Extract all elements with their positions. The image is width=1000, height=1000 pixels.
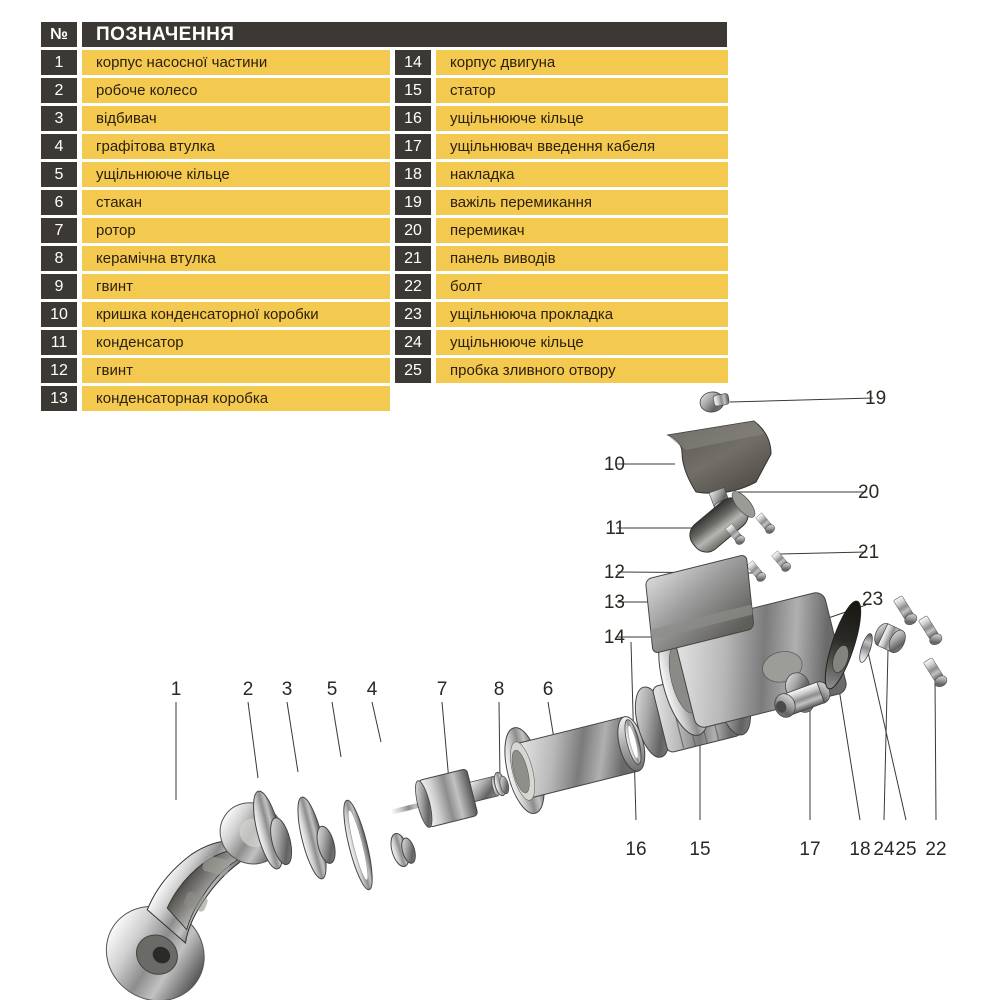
svg-text:3: 3: [282, 679, 293, 700]
svg-text:2: 2: [243, 679, 254, 700]
svg-text:24: 24: [873, 839, 895, 860]
svg-text:6: 6: [543, 679, 554, 700]
svg-text:7: 7: [437, 679, 448, 700]
svg-text:12: 12: [604, 562, 625, 583]
svg-text:16: 16: [625, 839, 646, 860]
svg-text:25: 25: [895, 839, 916, 860]
svg-text:4: 4: [367, 679, 378, 700]
svg-text:10: 10: [604, 454, 625, 475]
svg-text:5: 5: [327, 679, 338, 700]
svg-text:11: 11: [605, 518, 625, 539]
svg-text:22: 22: [925, 839, 946, 860]
svg-text:21: 21: [858, 542, 879, 563]
svg-text:18: 18: [849, 839, 870, 860]
svg-text:13: 13: [604, 592, 625, 613]
svg-text:19: 19: [865, 388, 886, 409]
svg-text:14: 14: [604, 627, 626, 648]
svg-text:17: 17: [799, 839, 820, 860]
svg-text:23: 23: [862, 589, 883, 610]
svg-text:1: 1: [171, 679, 182, 700]
svg-text:8: 8: [494, 679, 505, 700]
svg-text:20: 20: [858, 482, 879, 503]
svg-text:15: 15: [689, 839, 710, 860]
